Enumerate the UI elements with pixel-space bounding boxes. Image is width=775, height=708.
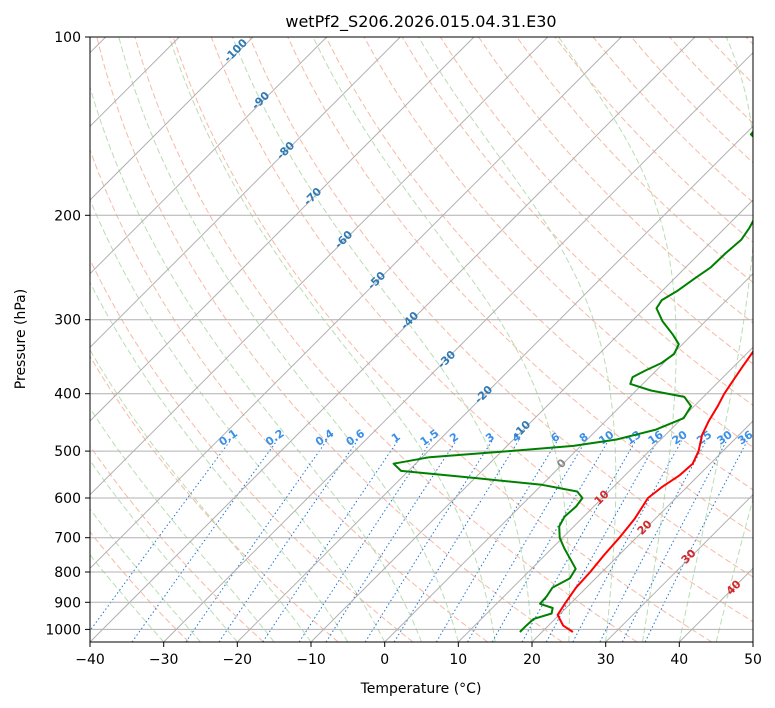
moist-adiabat (90, 349, 312, 642)
dry-adiabat (90, 445, 264, 642)
x-tick-label: −40 (75, 652, 105, 668)
isotherm (90, 37, 254, 201)
dry-adiabat (90, 148, 488, 642)
mixing-ratio-line (185, 440, 328, 642)
moist-adiabat (418, 37, 617, 642)
moist-adiabat (118, 37, 459, 642)
dry-adiabat (134, 37, 638, 642)
y-tick-label: 1000 (45, 622, 81, 638)
isotherm (163, 51, 753, 642)
x-tick-label: −20 (223, 652, 253, 668)
mixing-ratio-line (364, 440, 493, 642)
dry-adiabat (90, 531, 190, 642)
mixing-ratio-line (491, 440, 609, 642)
x-tick-label: 20 (523, 652, 541, 668)
mixing-ratio-line (262, 440, 399, 642)
mixing-ratio-line (572, 440, 683, 642)
y-axis: 100 200 300 400 500 600 700 800 900 1000 (45, 30, 90, 638)
isotherm (605, 493, 753, 642)
x-tick-label: 50 (744, 652, 762, 668)
y-tick-label: 900 (54, 595, 81, 611)
moist-adiabat (312, 37, 570, 642)
dry-adiabat (325, 37, 753, 491)
moist-adiabat (90, 85, 422, 642)
y-tick-label: 700 (54, 531, 81, 547)
mixing-ratio-line (644, 440, 748, 642)
moist-adiabat (90, 198, 386, 642)
isotherm (90, 37, 328, 275)
profile-series (392, 130, 753, 633)
dry-adiabat (401, 37, 753, 406)
isotherm (90, 37, 696, 642)
dry-adiabat (210, 37, 753, 623)
mixing-ratio-label: 36 (735, 428, 755, 448)
x-tick-label: −10 (296, 652, 326, 668)
mixing-ratio-line (545, 440, 659, 642)
moist-adiabat (168, 37, 496, 642)
x-axis: −40 −30 −20 −10 0 10 20 30 40 50 (75, 642, 762, 668)
isotherm (90, 37, 401, 349)
isotherm (531, 420, 753, 642)
y-tick-label: 200 (54, 208, 81, 224)
x-axis-label: Temperature (°C) (360, 681, 482, 697)
isotherm (90, 37, 622, 570)
moist-adiabat (90, 554, 165, 642)
y-tick-label: 300 (54, 313, 81, 329)
moist-adiabat (90, 459, 238, 642)
x-tick-label: 0 (380, 652, 389, 668)
mixing-ratio-line (521, 440, 637, 642)
mixing-ratio-line (90, 440, 231, 632)
y-tick-label: 100 (54, 30, 81, 46)
y-tick-label: 600 (54, 491, 81, 507)
dry-adiabat (96, 37, 563, 642)
dry-adiabat (249, 37, 753, 578)
mixing-ratio-line (467, 440, 587, 642)
chart-title: wetPf2_S206.2026.015.04.31.E30 (285, 12, 556, 32)
x-tick-label: 10 (449, 652, 467, 668)
moist-adiabat (90, 508, 201, 642)
isotherm (90, 37, 549, 496)
isotherm (457, 346, 753, 642)
isotherm (236, 125, 753, 642)
x-tick-label: −30 (149, 652, 179, 668)
moist-adiabat (90, 281, 349, 642)
y-tick-label: 800 (54, 565, 81, 581)
dry-adiabat (90, 355, 339, 642)
isotherm (90, 37, 475, 422)
dry-adiabat (439, 37, 753, 365)
moist-adiabat (678, 37, 753, 642)
mixing-ratio-line (131, 440, 278, 642)
y-tick-label: 400 (54, 387, 81, 403)
isotherm (384, 272, 753, 642)
isotherm (310, 199, 753, 642)
moist-adiabat (90, 407, 275, 642)
y-tick-label: 500 (54, 444, 81, 460)
x-tick-label: 40 (670, 652, 688, 668)
moist-adiabat (231, 37, 533, 642)
plot-frame (89, 36, 754, 643)
x-tick-label: 30 (597, 652, 615, 668)
moist-adiabat (558, 37, 677, 642)
dry-adiabat (516, 37, 753, 284)
mixing-ratio-line (325, 440, 457, 642)
temperature-profile (556, 350, 753, 633)
background-lines (90, 37, 753, 642)
mixing-ratio-line (298, 440, 432, 642)
y-axis-label: Pressure (hPa) (13, 289, 29, 389)
dewpoint-profile (392, 130, 753, 633)
mixing-ratio-line (435, 440, 558, 642)
